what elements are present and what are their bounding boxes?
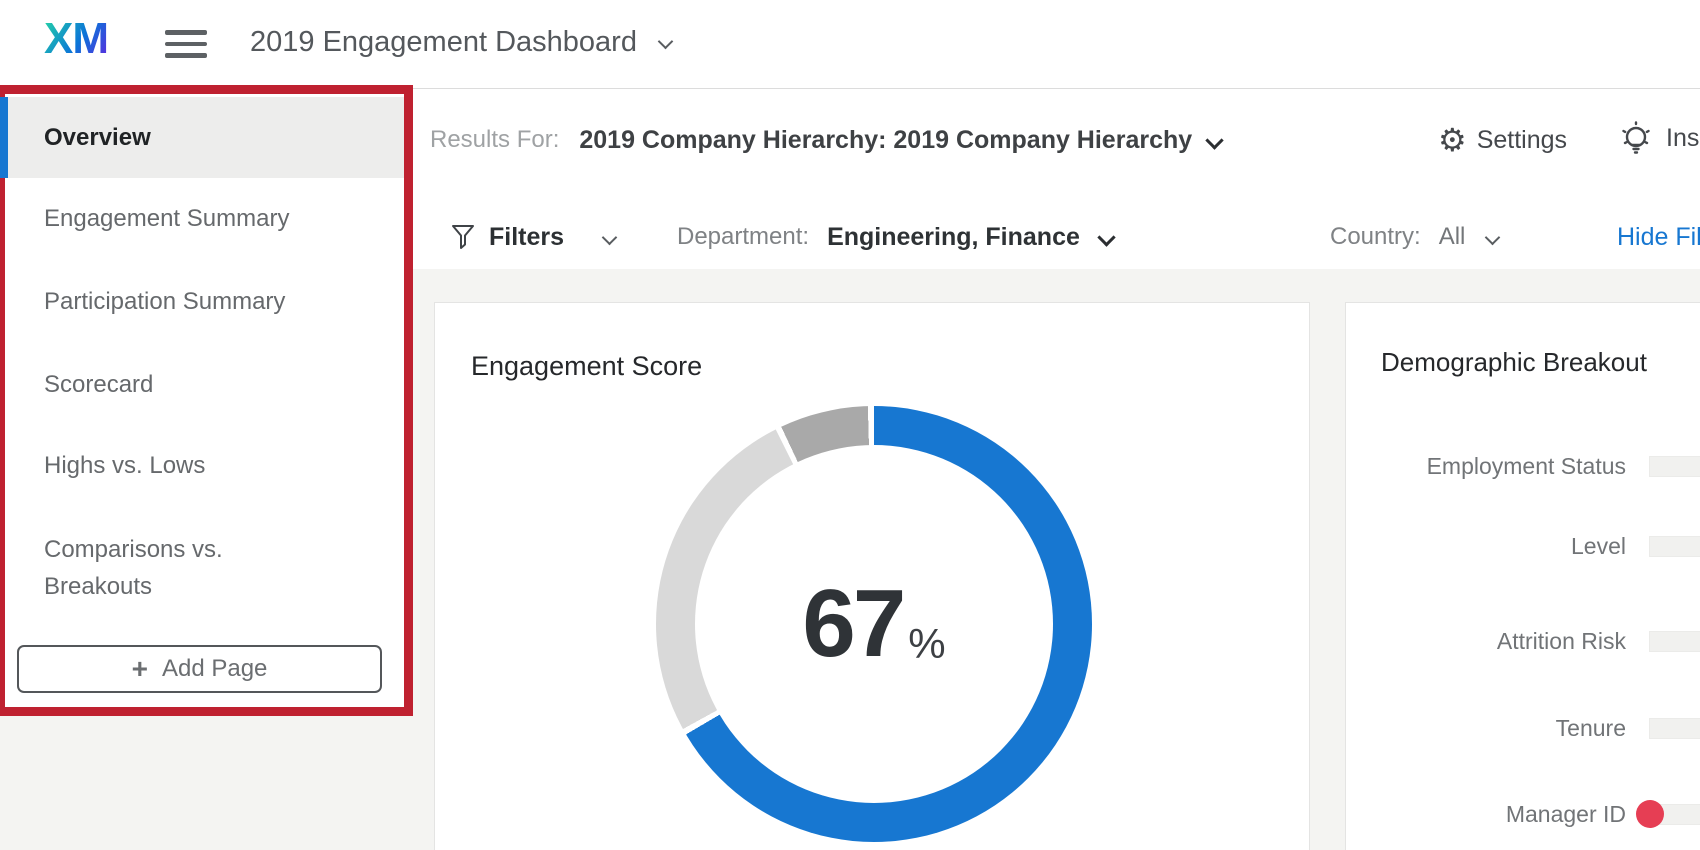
demographic-bar[interactable] xyxy=(1649,456,1700,477)
demographic-row: Level xyxy=(1346,528,1700,564)
sidebar-item-comparisons-vs-breakouts[interactable]: Comparisons vs. Breakouts xyxy=(4,531,324,605)
insights-button[interactable]: Insights xyxy=(1614,120,1700,156)
app-header: XM 2019 Engagement Dashboard xyxy=(0,0,1700,88)
demographic-row: Tenure xyxy=(1346,710,1700,746)
demographic-bar[interactable] xyxy=(1649,718,1700,739)
dashboard-title[interactable]: 2019 Engagement Dashboard xyxy=(250,26,637,58)
demographic-row-label: Manager ID xyxy=(1505,801,1626,827)
lightbulb-icon xyxy=(1614,118,1658,158)
demographic-row-label: Attrition Risk xyxy=(1496,628,1626,654)
engagement-donut-chart[interactable]: 67 % xyxy=(656,406,1092,842)
sidebar-item-highs-vs-lows[interactable]: Highs vs. Lows xyxy=(4,448,405,484)
country-filter[interactable]: Country: All xyxy=(1330,219,1501,255)
chevron-down-icon[interactable] xyxy=(657,33,674,50)
hamburger-menu-icon[interactable] xyxy=(165,30,207,58)
department-filter[interactable]: Department: Engineering, Finance xyxy=(677,219,1116,255)
hide-filters-link[interactable]: Hide Filters xyxy=(1617,219,1700,255)
sidebar-item-label: Scorecard xyxy=(44,371,154,398)
engagement-score-unit: % xyxy=(908,620,946,667)
hierarchy-value[interactable]: 2019 Company Hierarchy: 2019 Company Hie… xyxy=(579,125,1193,154)
engagement-score-title: Engagement Score xyxy=(471,351,703,381)
demographic-breakout-card: Demographic Breakout Employment Status L… xyxy=(1345,302,1700,850)
demographic-bar[interactable] xyxy=(1649,536,1700,557)
department-value[interactable]: Engineering, Finance xyxy=(827,222,1080,251)
donut-hole xyxy=(695,445,1053,803)
sidebar-item-label: Comparisons vs. Breakouts xyxy=(44,536,223,600)
demographic-row-label: Level xyxy=(1571,533,1626,559)
settings-button[interactable]: ⚙ Settings xyxy=(1438,122,1567,158)
results-for-label: Results For: xyxy=(430,126,560,153)
active-page-indicator xyxy=(0,97,8,178)
filters-toggle[interactable]: Filters xyxy=(451,219,618,255)
country-value[interactable]: All xyxy=(1438,223,1466,250)
chevron-down-icon[interactable] xyxy=(601,229,618,245)
demographic-breakout-title: Demographic Breakout xyxy=(1381,347,1647,377)
sidebar-item-engagement-summary[interactable]: Engagement Summary xyxy=(4,201,405,237)
add-page-button[interactable]: + Add Page xyxy=(17,645,382,693)
toolbar-panel xyxy=(404,89,1700,269)
sidebar-item-label: Engagement Summary xyxy=(44,205,290,232)
sidebar-item-label: Overview xyxy=(44,124,151,151)
gear-icon: ⚙ xyxy=(1438,122,1467,158)
plus-icon: + xyxy=(131,653,148,684)
engagement-score-value: 67 xyxy=(802,570,906,677)
funnel-icon xyxy=(451,224,475,250)
add-page-label: Add Page xyxy=(161,655,268,682)
sidebar-item-overview[interactable]: Overview xyxy=(4,97,405,178)
demographic-row: Manager ID xyxy=(1346,796,1700,832)
demographic-row: Employment Status xyxy=(1346,448,1700,484)
sidebar-item-label: Participation Summary xyxy=(44,288,286,315)
demographic-row: Attrition Risk xyxy=(1346,623,1700,659)
insights-label: Insights xyxy=(1666,123,1700,152)
xm-logo[interactable]: XM xyxy=(44,14,109,63)
filters-label: Filters xyxy=(489,222,565,251)
demographic-bar[interactable] xyxy=(1649,631,1700,652)
demographic-row-label: Employment Status xyxy=(1426,453,1626,479)
chevron-down-icon[interactable] xyxy=(1485,229,1501,245)
header-divider xyxy=(404,88,1700,89)
sidebar-item-participation-summary[interactable]: Participation Summary xyxy=(4,284,405,320)
engagement-score-card: Engagement Score 67 % xyxy=(434,302,1310,850)
donut-center-value: 67 % xyxy=(656,406,1092,842)
settings-label: Settings xyxy=(1476,125,1568,154)
country-label: Country: xyxy=(1330,223,1421,250)
sidebar-pages-panel: Overview Engagement Summary Participatio… xyxy=(4,93,405,708)
hide-filters-label[interactable]: Hide Filters xyxy=(1617,222,1700,251)
demographic-row-label: Tenure xyxy=(1555,715,1626,741)
chevron-down-icon[interactable] xyxy=(1097,227,1116,247)
sidebar-item-scorecard[interactable]: Scorecard xyxy=(4,367,405,403)
results-for-selector[interactable]: Results For: 2019 Company Hierarchy: 201… xyxy=(430,122,1224,158)
chevron-down-icon[interactable] xyxy=(1205,130,1224,150)
red-dot-indicator xyxy=(1636,800,1664,828)
department-label: Department: xyxy=(677,223,810,250)
sidebar-item-label: Highs vs. Lows xyxy=(44,452,206,479)
